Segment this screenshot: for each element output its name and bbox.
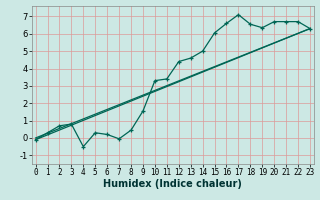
X-axis label: Humidex (Indice chaleur): Humidex (Indice chaleur): [103, 179, 242, 189]
